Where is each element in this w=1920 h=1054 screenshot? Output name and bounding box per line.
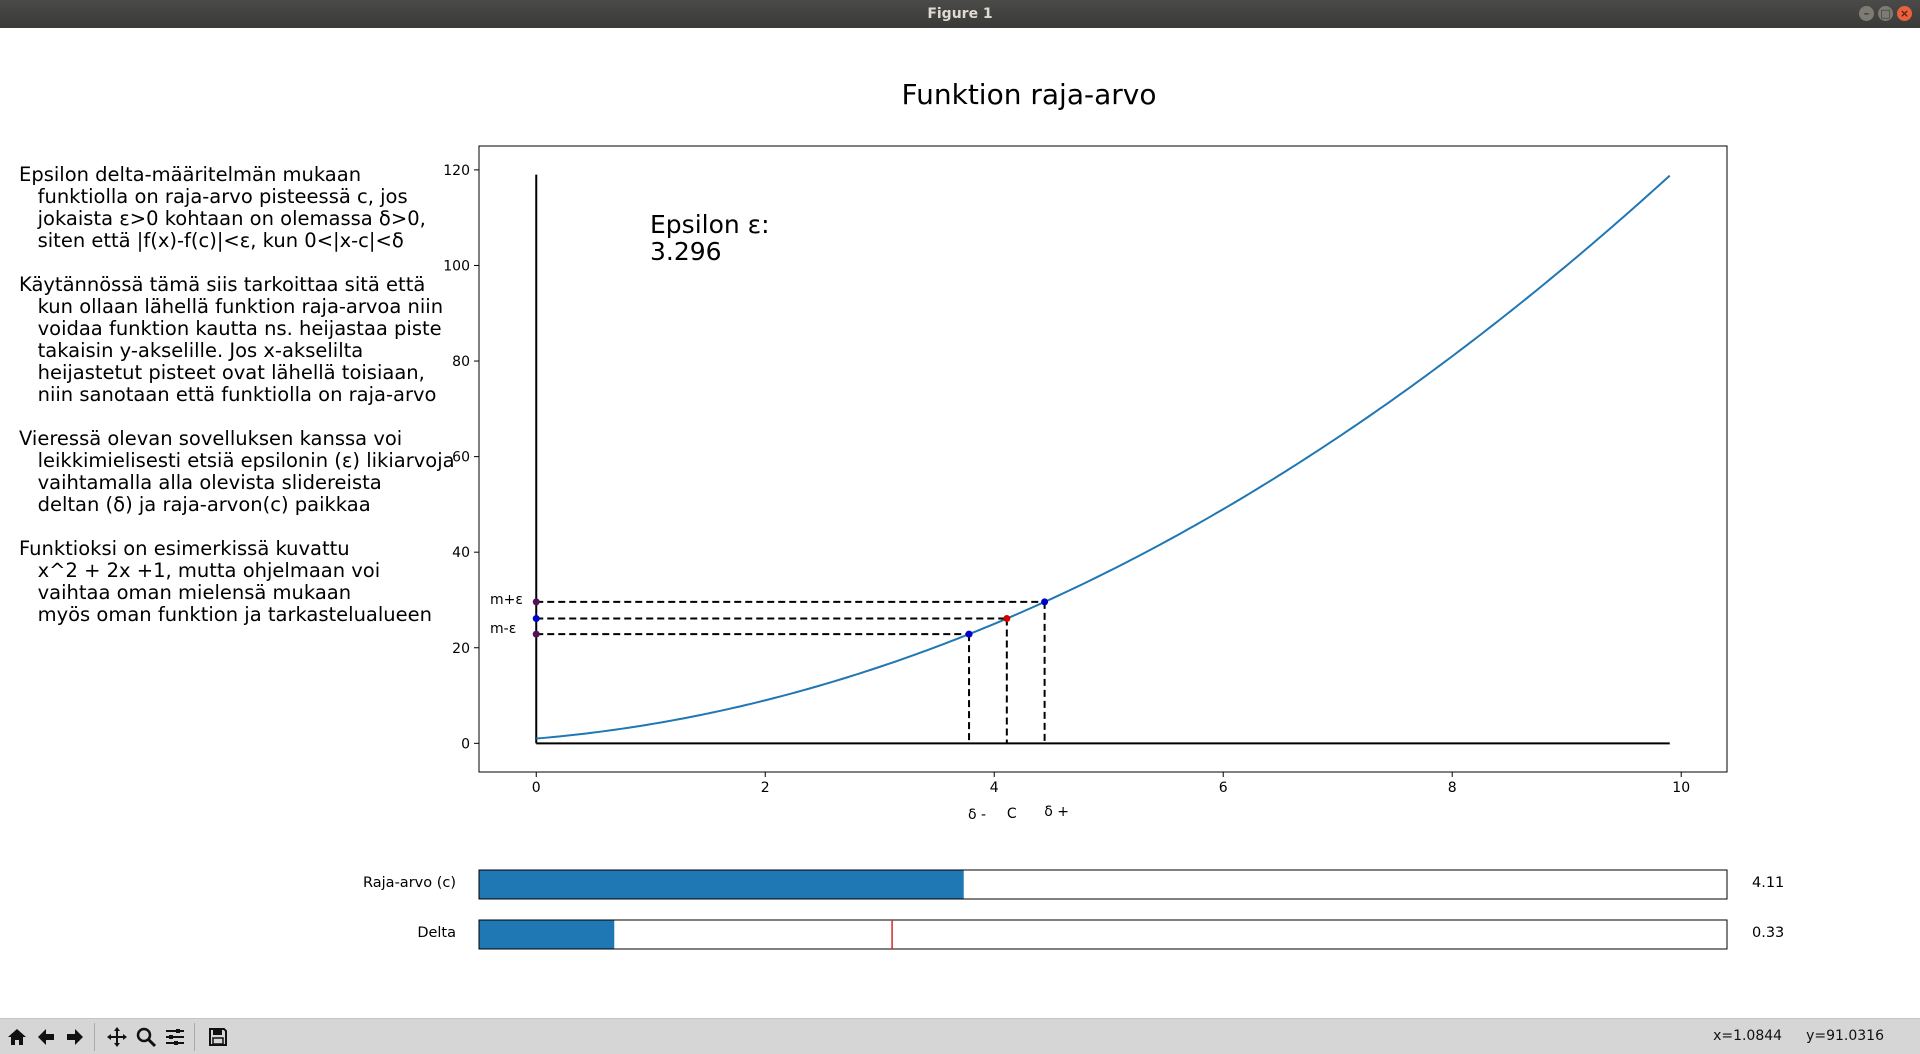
pan-icon[interactable] [104,1024,130,1050]
zoom-icon[interactable] [133,1024,159,1050]
epsilon-label: Epsilon ε: [650,210,770,239]
y-tick-label: 100 [443,258,470,274]
x-readout: x=1.0844 [1713,1028,1783,1044]
y-tick-label: 40 [452,545,470,561]
slider-value-c: 4.11 [1752,875,1785,891]
explanation-paragraph: Epsilon delta-määritelmän mukaan funktio… [19,163,426,252]
explanation-text: Epsilon delta-määritelmän mukaan funktio… [19,164,459,648]
y-projection-point [532,615,540,623]
y-tick-label: 120 [443,163,470,179]
c-point [1003,615,1011,623]
slider-label-delta: Delta [417,925,456,941]
figure-canvas[interactable]: Funktion raja-arvo Epsilon delta-määrite… [0,28,1920,1018]
slider-delta-fill [479,920,615,949]
window-title: Figure 1 [927,6,993,22]
save-icon[interactable] [205,1024,231,1050]
delta-plus-label: δ + [1044,804,1069,820]
x-tick-label: 4 [990,780,999,796]
y-projection-point [532,598,540,606]
explanation-paragraph: Funktioksi on esimerkissä kuvattu x^2 + … [19,537,433,626]
forward-icon[interactable] [62,1024,88,1050]
m-plus-epsilon-label: m+ε [490,592,523,608]
y-tick-label: 60 [452,450,470,466]
slider-label-c: Raja-arvo (c) [363,875,456,891]
y-projection-point [532,630,540,638]
back-icon[interactable] [33,1024,59,1050]
m-minus-epsilon-label: m-ε [490,621,516,637]
y-tick-label: 0 [461,736,470,752]
home-icon[interactable] [4,1024,30,1050]
navigation-toolbar: x=1.0844 y=91.0316 [0,1018,1920,1054]
x-tick-label: 0 [532,780,541,796]
close-icon[interactable]: × [1897,6,1912,21]
delta-point [1041,598,1049,606]
window-titlebar: Figure 1 – □ × [0,0,1920,28]
slider-c-fill [479,870,964,899]
c-label: C [1007,806,1017,822]
configure-icon[interactable] [162,1024,188,1050]
minimize-icon[interactable]: – [1859,6,1874,21]
delta-point [965,630,973,638]
slider-delta-track[interactable] [478,919,1728,950]
x-tick-label: 10 [1672,780,1690,796]
x-tick-label: 2 [761,780,770,796]
figure-title: Funktion raja-arvo [901,78,1157,111]
x-tick-label: 6 [1219,780,1228,796]
y-tick-label: 80 [452,354,470,370]
y-tick-label: 20 [452,641,470,657]
x-tick-label: 8 [1448,780,1457,796]
slider-value-delta: 0.33 [1752,925,1785,941]
explanation-paragraph: Vieressä olevan sovelluksen kanssa voi l… [19,427,455,516]
delta-minus-label: δ - [968,807,986,823]
function-curve [536,174,1671,740]
explanation-paragraph: Käytännössä tämä siis tarkoittaa sitä et… [19,273,444,406]
maximize-icon[interactable]: □ [1878,6,1893,21]
y-readout: y=91.0316 [1806,1028,1884,1044]
axes-frame [478,145,1728,773]
epsilon-value: 3.296 [650,237,722,266]
cursor-coordinates: x=1.0844 y=91.0316 [1713,1028,1884,1044]
